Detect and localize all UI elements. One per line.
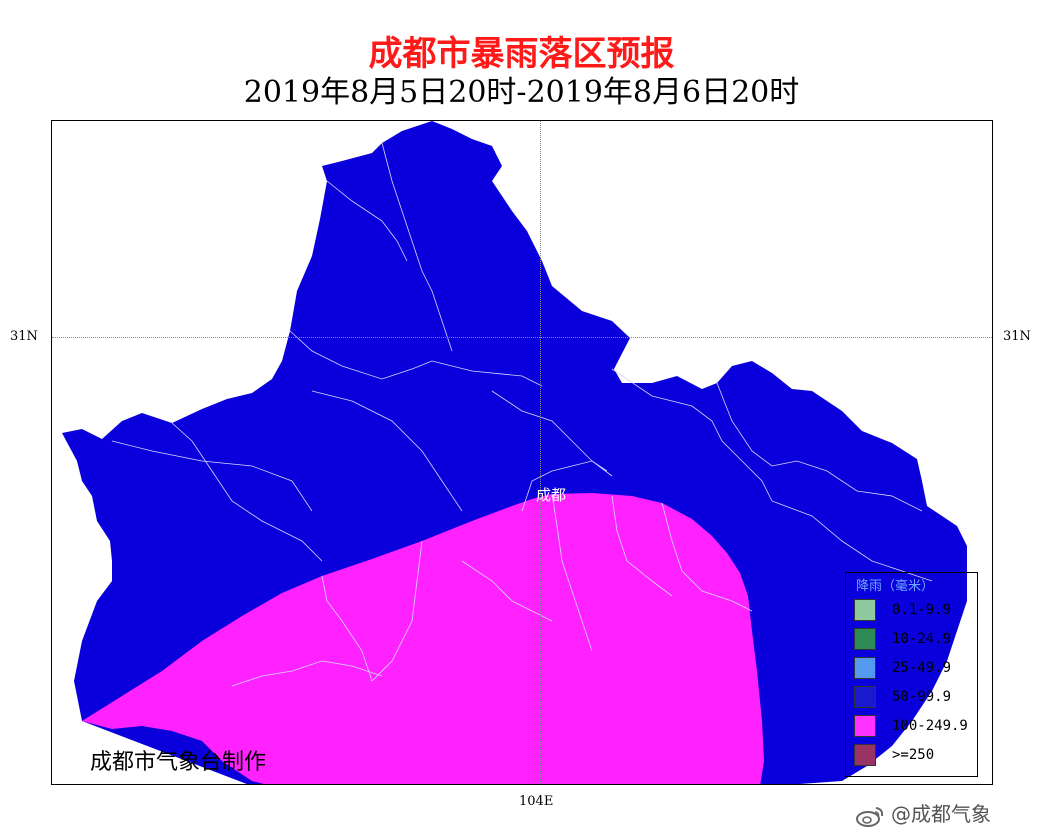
legend-swatch	[854, 628, 876, 650]
legend-label: >=250	[892, 747, 935, 763]
legend-label: 100-249.9	[892, 718, 968, 734]
legend-label: 10-24.9	[892, 631, 952, 647]
map-title: 成都市暴雨落区预报	[368, 34, 675, 74]
weibo-icon	[856, 806, 884, 827]
rainfall-legend: 降雨（毫米） 0.1-9.9 10-24.9 25-49.9 50-99.9 1…	[845, 572, 978, 777]
legend-label: 0.1-9.9	[892, 602, 952, 618]
watermark-text: @成都气象	[891, 802, 991, 826]
weibo-watermark: @成都气象	[855, 798, 991, 827]
legend-label: 50-99.9	[892, 689, 952, 705]
legend-swatch	[854, 744, 876, 766]
map-frame	[51, 120, 993, 785]
longitude-gridline	[540, 121, 541, 784]
lat-label-left: 31N	[10, 329, 38, 344]
rainfall-map	[62, 121, 967, 784]
region-magenta-area	[82, 493, 764, 784]
latitude-gridline	[52, 337, 992, 338]
legend-swatch	[854, 686, 876, 708]
legend-swatch	[854, 599, 876, 621]
legend-label: 25-49.9	[892, 660, 952, 676]
city-label-chengdu: 成都	[536, 486, 567, 504]
lat-label-right: 31N	[1003, 329, 1031, 344]
legend-swatch	[854, 657, 876, 679]
map-maker-credit: 成都市气象台制作	[90, 750, 267, 775]
lon-label-bottom: 104E	[519, 794, 554, 809]
legend-title: 降雨（毫米）	[856, 579, 935, 594]
legend-swatch	[854, 715, 876, 737]
map-subtitle: 2019年8月5日20时-2019年8月6日20时	[243, 75, 800, 110]
